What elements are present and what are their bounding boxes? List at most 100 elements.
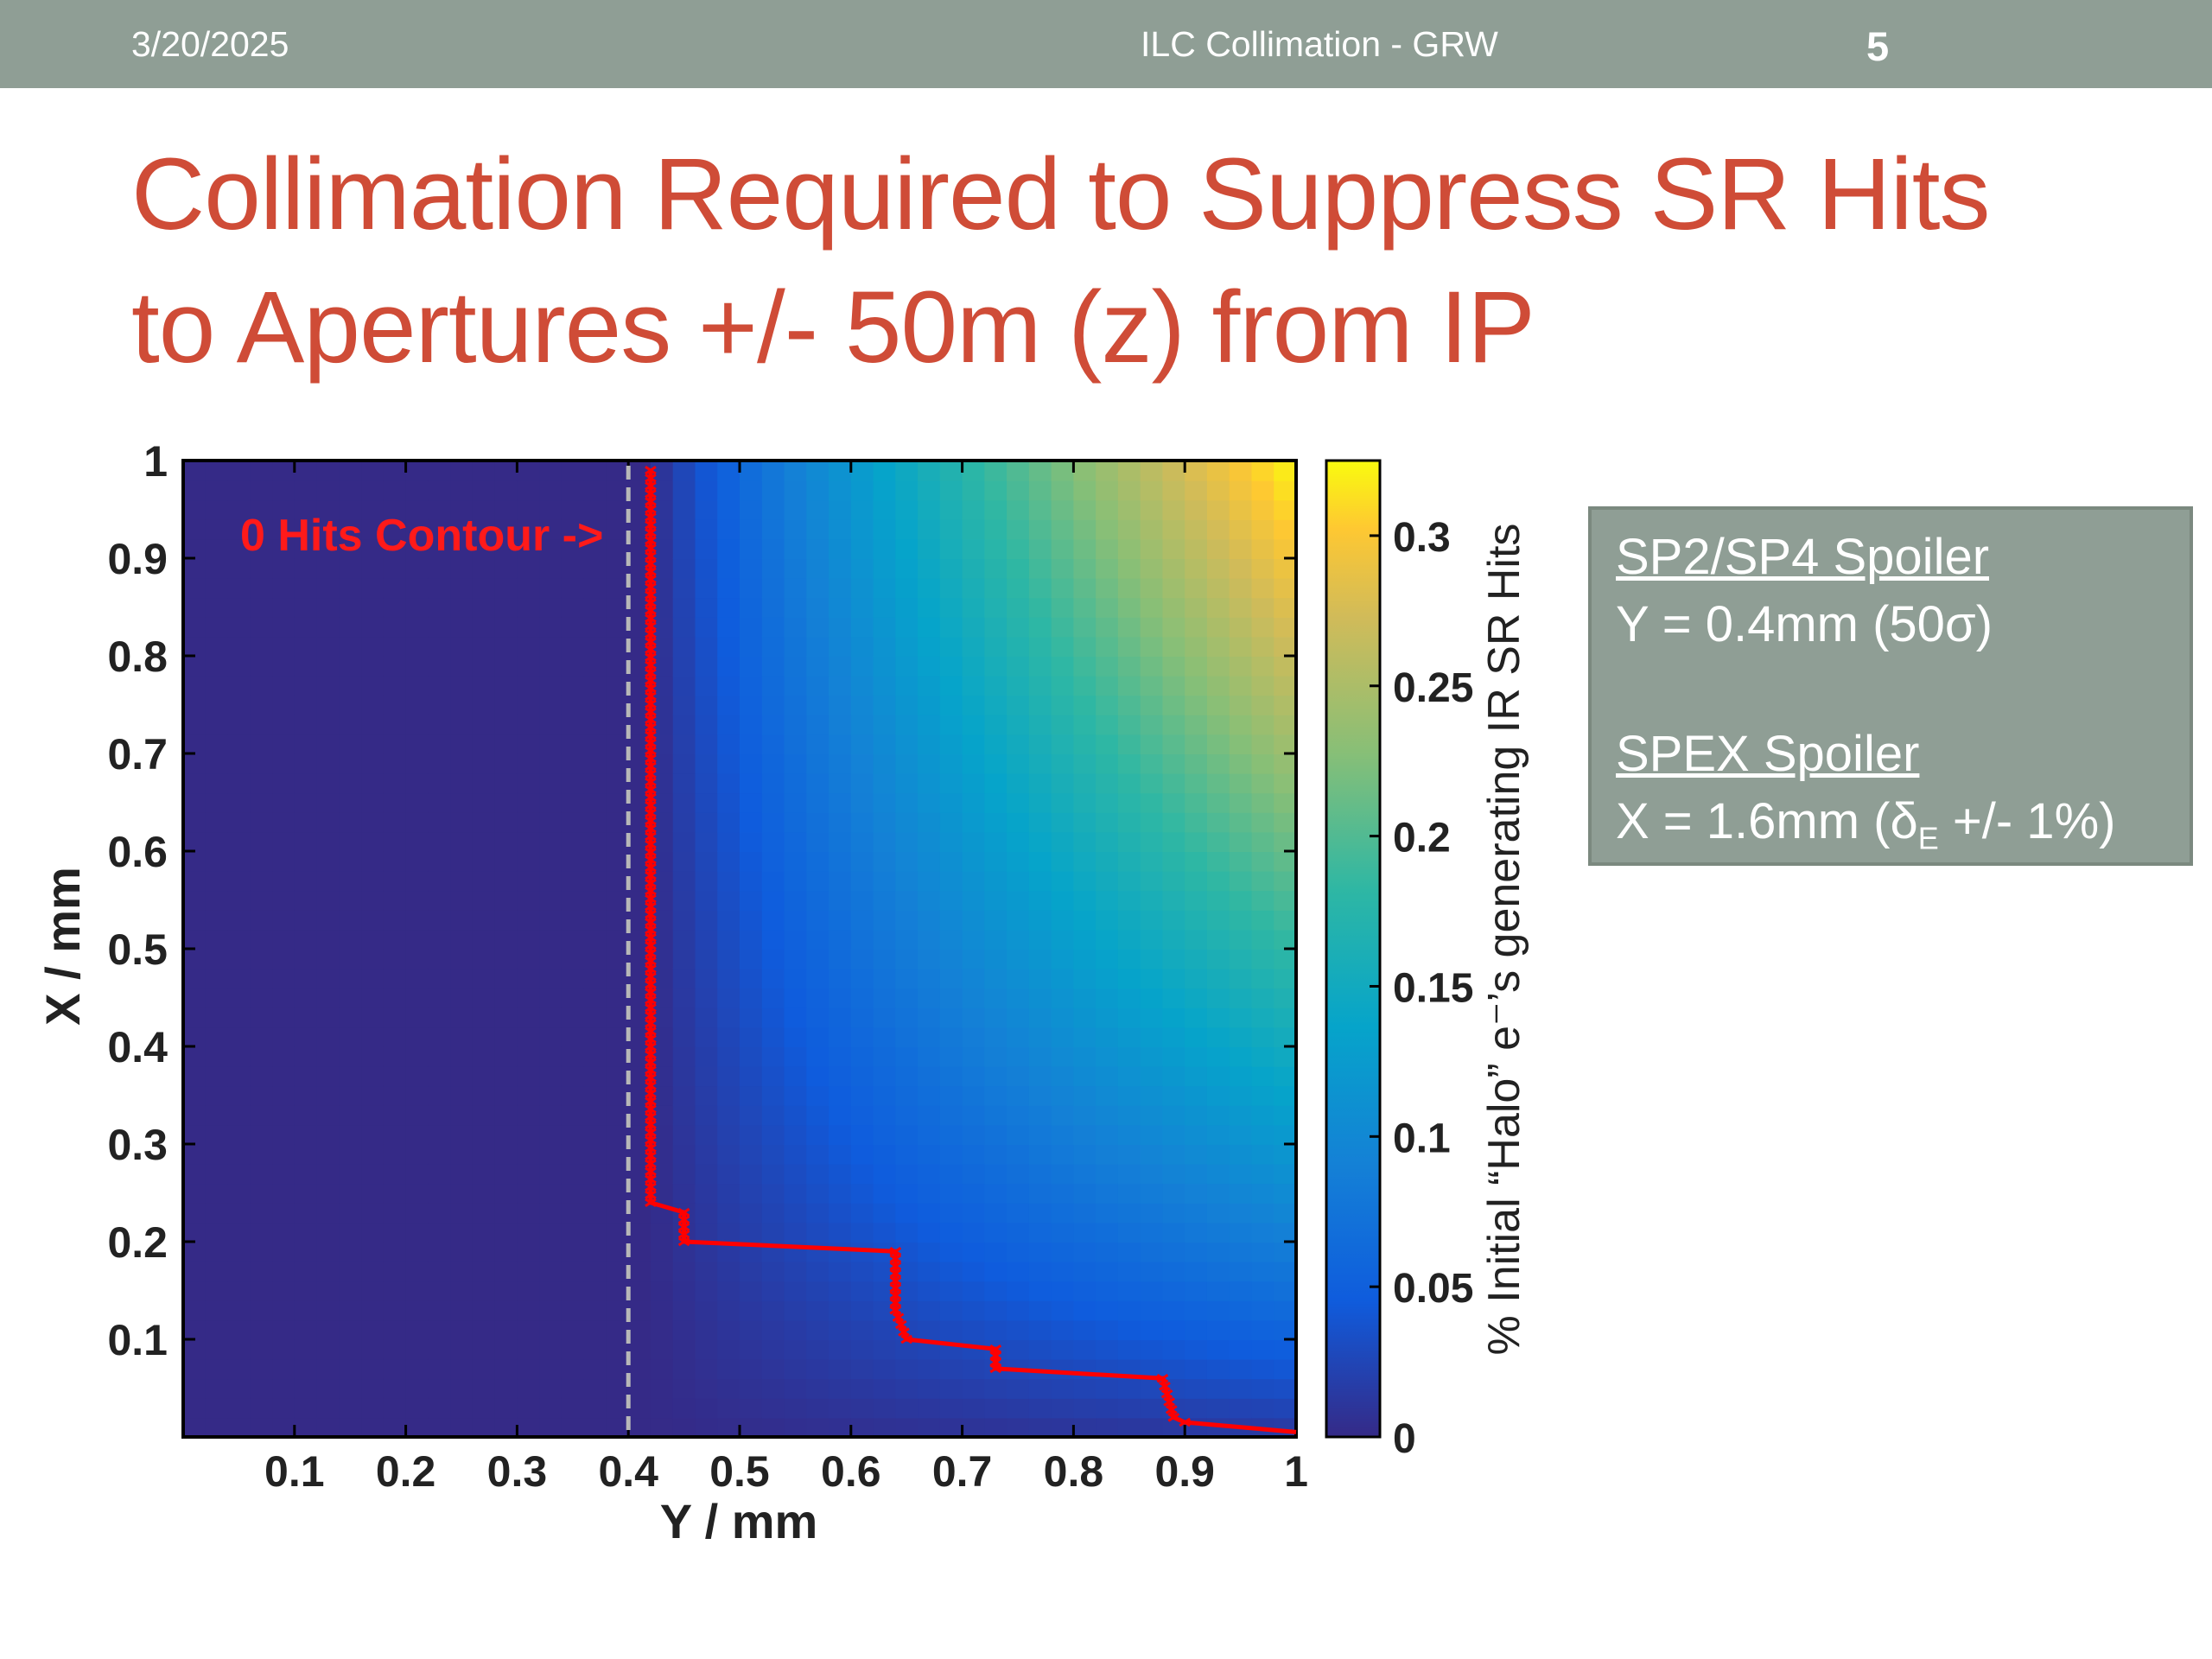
contour-marker [645, 949, 657, 958]
contour-marker [645, 1034, 657, 1044]
contour-marker [1160, 1389, 1173, 1399]
contour-marker [645, 536, 657, 545]
contour-marker [645, 1174, 657, 1184]
contour-marker [645, 746, 657, 756]
y-tick-label: 0.6 [107, 828, 168, 876]
contour-marker [645, 497, 657, 506]
spoiler1-value: Y = 0.4mm (50σ) [1616, 596, 1993, 652]
contour-marker [645, 590, 657, 600]
contour-marker [1163, 1397, 1176, 1407]
contour-marker [645, 676, 657, 685]
contour-marker [989, 1357, 1002, 1367]
contour-marker [645, 606, 657, 615]
contour-marker [645, 1112, 657, 1122]
spoiler2-suffix: +/- 1%) [1938, 793, 2116, 849]
contour-marker [645, 1135, 657, 1145]
contour-marker [645, 917, 657, 927]
spoiler2-value: X = 1.6mm (δE +/- 1%) [1616, 788, 2190, 873]
x-axis-label: Y / mm [660, 1494, 818, 1548]
contour-marker [677, 1207, 690, 1217]
y-tick-label: 0.7 [107, 730, 168, 779]
x-tick-label: 0.7 [932, 1447, 993, 1496]
contour-marker [645, 1190, 657, 1200]
contour-marker [1165, 1405, 1178, 1414]
contour-marker [645, 886, 657, 896]
contour-marker [889, 1254, 902, 1264]
contour-marker [645, 559, 657, 569]
contour-marker [645, 691, 657, 702]
contour-marker [645, 957, 657, 966]
contour-marker [645, 909, 657, 919]
colorbar-tick-label: 0.05 [1393, 1266, 1473, 1312]
spoiler2-prefix: X = 1.6mm (δ [1616, 793, 1918, 849]
contour-marker [645, 660, 657, 670]
colorbar-tick-label: 0.15 [1393, 965, 1473, 1011]
contour-marker [645, 1143, 657, 1153]
contour-marker [645, 730, 657, 741]
contour-marker [645, 1089, 657, 1098]
contour-marker [889, 1247, 902, 1256]
slide-title-line-1: Collimation Required to Suppress SR Hits [131, 137, 1991, 251]
contour-marker [645, 543, 657, 553]
contour-marker [645, 925, 657, 935]
contour-marker [645, 567, 657, 576]
contour-marker [645, 1058, 657, 1067]
y-tick-label: 0.8 [107, 632, 168, 681]
y-tick-labels: 0.1 0.2 0.3 0.4 0.5 0.6 0.7 0.8 0.9 1 [107, 437, 168, 1364]
contour-marker [645, 753, 657, 764]
spoiler1-title: SP2/SP4 Spoiler [1616, 529, 1990, 585]
contour-marker [645, 847, 657, 857]
y-tick-label: 0.4 [107, 1023, 168, 1071]
contour-marker [645, 474, 657, 483]
contour-marker [645, 481, 657, 491]
colorbar-tick-label: 0.25 [1393, 665, 1473, 711]
spoiler2-subscript: E [1917, 820, 1939, 856]
contour-marker [645, 575, 657, 584]
y-tick-label: 0.9 [107, 535, 168, 583]
contour-marker [645, 629, 657, 639]
contour-marker [645, 1182, 657, 1192]
contour-marker [889, 1298, 902, 1307]
y-tick-label: 0.3 [107, 1121, 168, 1169]
contour-markers [645, 466, 1192, 1427]
slide-title-line-2: to Apertures +/- 50m (z) from IP [131, 270, 1535, 385]
contour-marker [645, 777, 657, 787]
contour-marker [645, 785, 657, 795]
slide-date: 3/20/2025 [131, 24, 289, 64]
x-tick-label: 0.4 [598, 1447, 658, 1496]
colorbar [1325, 459, 1382, 1439]
contour-marker [645, 1011, 657, 1020]
contour-marker [645, 512, 657, 522]
contour-marker [1159, 1381, 1171, 1391]
contour-marker [645, 816, 657, 826]
contour-marker [645, 901, 657, 912]
slide-footer-text: ILC Collimation - GRW [1141, 24, 1498, 64]
contour-marker [645, 621, 657, 631]
tick-marks [183, 459, 1298, 1437]
contour-marker [889, 1275, 902, 1286]
colorbar-tick-label: 0.3 [1393, 515, 1451, 561]
x-tick-label: 0.9 [1154, 1447, 1215, 1496]
contour-marker [645, 893, 657, 904]
heatmap-cells [183, 461, 1297, 1438]
contour-marker [645, 613, 657, 623]
x-tick-label: 0.1 [264, 1447, 325, 1496]
slide-header: 3/20/2025 ILC Collimation - GRW 5 [0, 0, 2212, 88]
contour-marker [645, 870, 657, 880]
contour-marker [645, 1120, 657, 1129]
contour-marker [1167, 1413, 1180, 1422]
contour-marker [645, 668, 657, 677]
contour-marker [677, 1222, 690, 1232]
contour-marker [645, 505, 657, 514]
contour-marker [677, 1236, 690, 1247]
contour-marker [645, 637, 657, 646]
contour-marker [645, 862, 657, 873]
colorbar-tick-label: 0 [1393, 1416, 1416, 1462]
contour-marker [889, 1283, 902, 1293]
contour-marker [645, 1003, 657, 1013]
slide-page-number: 5 [1866, 23, 1890, 69]
contour-marker [645, 1159, 657, 1168]
contour-marker [645, 1019, 657, 1028]
contour-marker [645, 551, 657, 561]
